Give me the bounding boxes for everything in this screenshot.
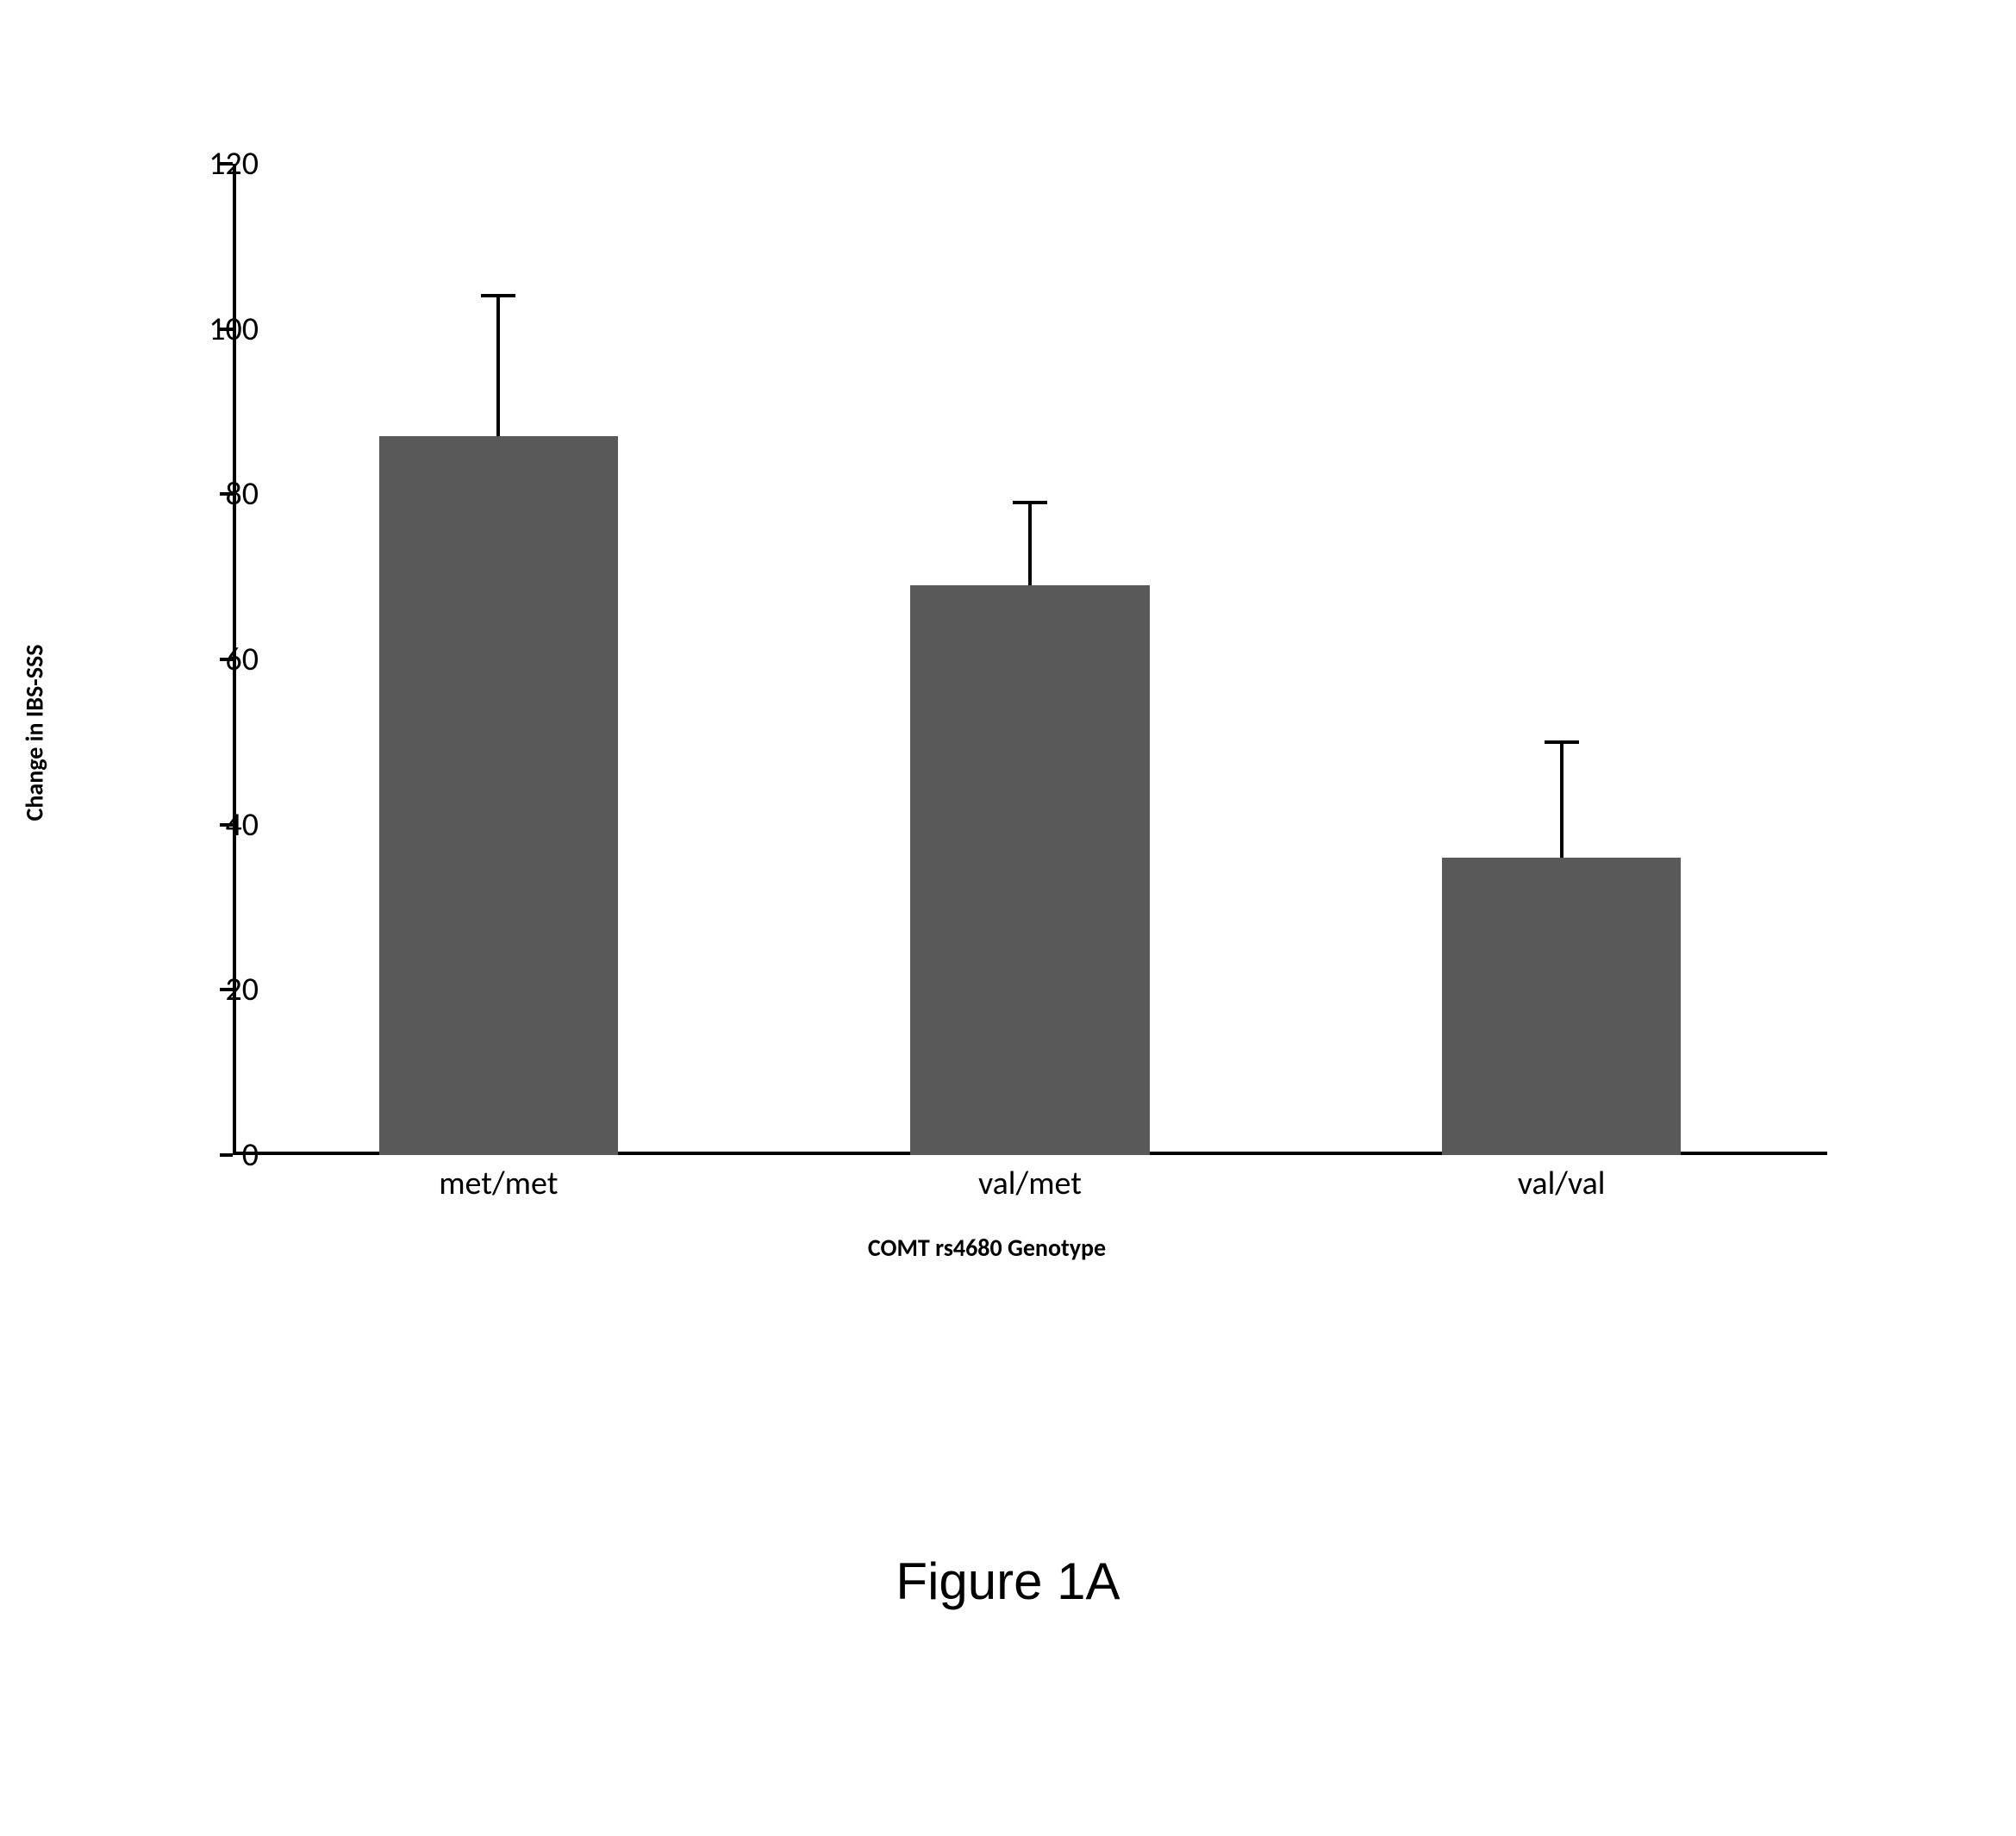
y-tick-label: 0 xyxy=(155,1135,259,1175)
error-bar xyxy=(1560,742,1563,858)
y-tick-label: 40 xyxy=(155,805,259,845)
figure-caption: Figure 1A xyxy=(896,1552,1120,1611)
x-tick-label: val/val xyxy=(1518,1164,1606,1203)
y-tick-label: 20 xyxy=(155,970,259,1009)
page: Change in IBS-SSS COMT rs4680 Genotype 0… xyxy=(0,0,2016,1836)
error-bar-cap xyxy=(1013,501,1047,504)
plot-area xyxy=(233,164,1827,1155)
error-bar-cap xyxy=(1545,740,1579,744)
x-axis-title: COMT rs4680 Genotype xyxy=(868,1233,1106,1263)
x-tick-label: met/met xyxy=(439,1164,558,1203)
error-bar xyxy=(1028,503,1032,585)
x-tick-label: val/met xyxy=(978,1164,1082,1203)
y-tick-label: 80 xyxy=(155,474,259,514)
bar-chart: Change in IBS-SSS COMT rs4680 Genotype 0… xyxy=(103,129,1870,1336)
error-bar-cap xyxy=(481,294,515,297)
y-axis-title: Change in IBS-SSS xyxy=(20,645,50,821)
y-tick-label: 120 xyxy=(155,144,259,184)
bar xyxy=(379,436,619,1155)
bar xyxy=(1442,858,1682,1155)
error-bar xyxy=(496,296,500,436)
bar xyxy=(910,585,1150,1155)
y-tick-label: 100 xyxy=(155,309,259,349)
y-tick-label: 60 xyxy=(155,640,259,679)
